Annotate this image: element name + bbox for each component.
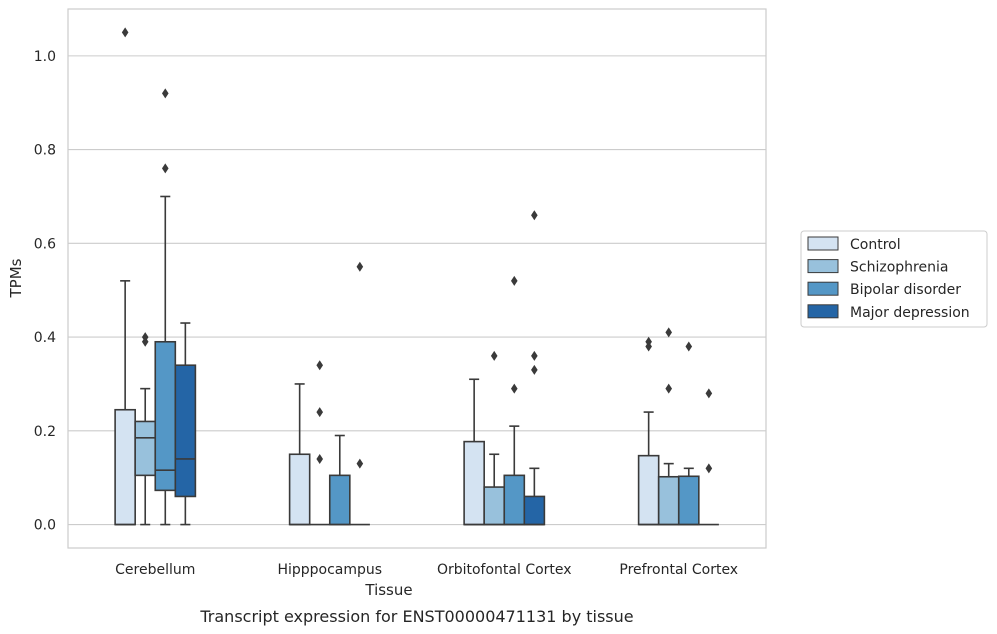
boxes bbox=[114, 27, 719, 526]
x-tick-label: Prefrontal Cortex bbox=[619, 562, 738, 578]
legend-swatch bbox=[807, 281, 839, 296]
box bbox=[328, 474, 351, 526]
y-tick-label: 0.4 bbox=[34, 330, 56, 346]
x-axis-ticks: Cerebellum Hipppocampus Orbitofontal Corte… bbox=[115, 562, 738, 578]
outlier-marker bbox=[665, 383, 673, 394]
box bbox=[288, 453, 311, 526]
outlier-marker bbox=[121, 27, 129, 38]
legend-entry-label: Control bbox=[850, 237, 901, 253]
outlier-marker bbox=[316, 407, 324, 418]
x-tick-label: Hipppocampus bbox=[277, 562, 382, 578]
plot-area-frame bbox=[67, 8, 767, 549]
legend-entry-label: Bipolar disorder bbox=[850, 282, 961, 298]
legend-swatch bbox=[807, 304, 839, 319]
outlier-marker bbox=[316, 360, 324, 371]
legend-swatch bbox=[807, 236, 839, 251]
outlier-marker bbox=[705, 388, 713, 399]
outlier-marker bbox=[316, 453, 324, 464]
outlier-marker bbox=[510, 275, 518, 286]
y-tick-label: 0.0 bbox=[34, 518, 56, 534]
outlier-marker bbox=[510, 383, 518, 394]
outlier-marker bbox=[490, 350, 498, 361]
outlier-marker bbox=[531, 364, 538, 375]
y-axis-label: TPMs bbox=[7, 258, 25, 298]
legend: Control Schizophrenia Bipolar disorder Majo… bbox=[800, 230, 988, 328]
x-tick-label: Orbitofontal Cortex bbox=[437, 562, 572, 578]
legend-frame bbox=[800, 230, 988, 328]
legend-entry-label: Major depression bbox=[850, 305, 970, 321]
outlier-marker bbox=[141, 332, 149, 343]
box bbox=[134, 420, 157, 477]
outlier-marker bbox=[356, 458, 364, 469]
box bbox=[677, 475, 700, 526]
y-tick-label: 0.2 bbox=[34, 424, 56, 440]
outlier-marker bbox=[685, 341, 693, 352]
x-tick-label: Cerebellum bbox=[115, 562, 195, 578]
box bbox=[483, 486, 506, 526]
box bbox=[523, 495, 546, 526]
chart-caption: Transcript expression for ENST0000047113… bbox=[199, 607, 633, 626]
y-tick-label: 0.8 bbox=[34, 143, 56, 159]
outlier-marker bbox=[705, 463, 713, 474]
box bbox=[503, 474, 526, 526]
outlier-marker bbox=[161, 163, 169, 174]
y-tick-label: 0.6 bbox=[34, 236, 56, 252]
legend-entry-label: Schizophrenia bbox=[850, 260, 948, 276]
outlier-marker bbox=[531, 350, 538, 361]
outlier-marker bbox=[161, 88, 169, 99]
box bbox=[657, 475, 680, 526]
box bbox=[637, 454, 660, 526]
legend-swatch bbox=[807, 259, 839, 274]
outlier-marker bbox=[665, 327, 673, 338]
box bbox=[114, 408, 136, 526]
outlier-marker bbox=[531, 210, 538, 221]
box bbox=[463, 440, 485, 526]
y-tick-label: 1.0 bbox=[34, 49, 56, 65]
box bbox=[174, 364, 197, 498]
x-axis-label: Tissue bbox=[364, 581, 412, 599]
outlier-marker bbox=[645, 336, 652, 347]
box bbox=[154, 340, 177, 492]
outlier-marker bbox=[356, 261, 364, 272]
y-axis-ticks: 0.0 0.2 0.4 0.6 0.8 1.0 bbox=[34, 49, 56, 534]
